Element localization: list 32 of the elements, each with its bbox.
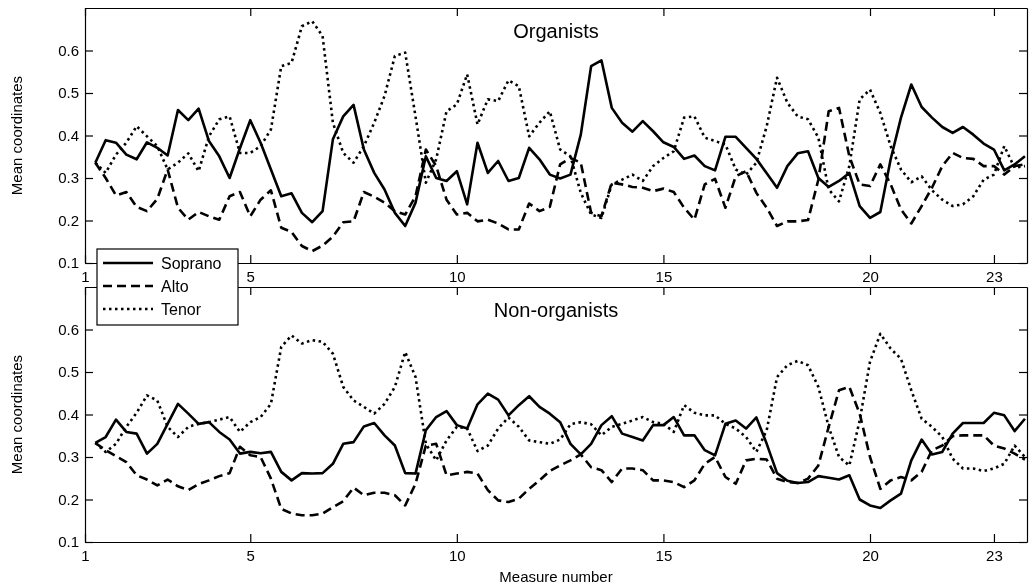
x-tick-label: 10 bbox=[449, 546, 466, 564]
x-axis-title: Measure number bbox=[499, 568, 613, 585]
y-tick-label: 0.6 bbox=[58, 320, 79, 338]
x-tick-label: 1 bbox=[81, 546, 90, 564]
legend-label: Soprano bbox=[161, 255, 222, 272]
x-tick-label: 10 bbox=[449, 267, 466, 285]
y-tick-label: 0.4 bbox=[58, 126, 79, 144]
y-tick-label: 0.3 bbox=[58, 169, 79, 187]
y-tick-label: 0.1 bbox=[58, 254, 79, 272]
x-tick-label: 15 bbox=[655, 546, 673, 564]
y-tick-label: 0.5 bbox=[58, 84, 79, 102]
y-tick-label: 0.3 bbox=[58, 448, 79, 466]
legend-label: Tenor bbox=[161, 301, 202, 318]
y-tick-label: 0.1 bbox=[58, 533, 79, 551]
y-tick-label: 0.4 bbox=[58, 405, 79, 423]
x-tick-label: 5 bbox=[246, 267, 255, 285]
x-tick-label: 20 bbox=[862, 267, 879, 285]
x-tick-label: 23 bbox=[986, 546, 1003, 564]
y-axis-title: Mean coordinates bbox=[8, 354, 25, 475]
y-tick-label: 0.5 bbox=[58, 363, 79, 381]
x-tick-label: 5 bbox=[246, 546, 255, 564]
y-tick-label: 0.2 bbox=[58, 211, 79, 229]
y-axis-title: Mean coordinates bbox=[8, 75, 25, 196]
x-tick-label: 15 bbox=[655, 267, 673, 285]
legend-label: Alto bbox=[161, 278, 189, 295]
x-tick-label: 23 bbox=[986, 267, 1003, 285]
x-tick-label: 20 bbox=[862, 546, 879, 564]
text: Organists bbox=[513, 20, 599, 42]
text: Non-organists bbox=[493, 299, 619, 321]
x-tick-label: 1 bbox=[81, 267, 90, 285]
y-tick-label: 0.2 bbox=[58, 490, 79, 508]
y-tick-label: 0.6 bbox=[58, 41, 79, 59]
